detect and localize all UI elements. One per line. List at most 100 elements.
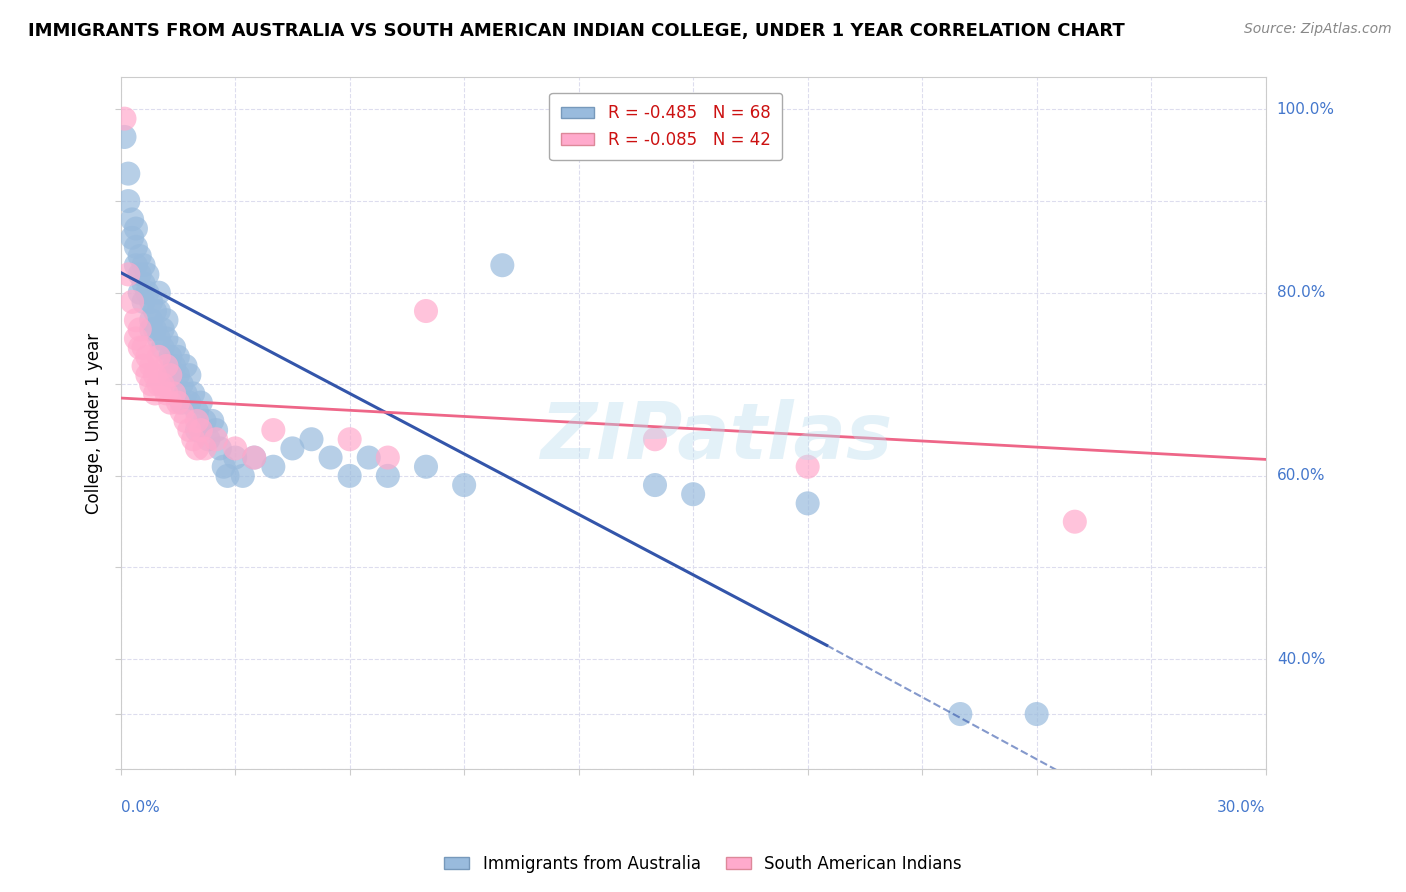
Point — [949, 706, 972, 721]
Point — [181, 432, 204, 446]
Point — [143, 368, 166, 383]
Point — [224, 442, 246, 456]
Point — [141, 377, 163, 392]
Point — [179, 368, 201, 383]
Text: 60.0%: 60.0% — [1277, 468, 1326, 483]
Point — [201, 414, 224, 428]
Point — [190, 423, 212, 437]
Point — [796, 496, 818, 510]
Point — [125, 313, 148, 327]
Point — [136, 285, 159, 300]
Point — [186, 414, 208, 428]
Point — [186, 405, 208, 419]
Point — [159, 395, 181, 409]
Point — [148, 377, 170, 392]
Point — [179, 423, 201, 437]
Point — [170, 377, 193, 392]
Point — [155, 313, 177, 327]
Point — [796, 459, 818, 474]
Point — [682, 487, 704, 501]
Point — [339, 469, 361, 483]
Point — [128, 268, 150, 282]
Point — [208, 442, 231, 456]
Point — [186, 423, 208, 437]
Point — [114, 130, 136, 145]
Point — [415, 459, 437, 474]
Point — [232, 469, 254, 483]
Point — [148, 350, 170, 364]
Point — [125, 221, 148, 235]
Point — [163, 341, 186, 355]
Point — [453, 478, 475, 492]
Text: Source: ZipAtlas.com: Source: ZipAtlas.com — [1244, 22, 1392, 37]
Legend: R = -0.485   N = 68, R = -0.085   N = 42: R = -0.485 N = 68, R = -0.085 N = 42 — [550, 93, 782, 161]
Y-axis label: College, Under 1 year: College, Under 1 year — [86, 333, 103, 514]
Point — [491, 258, 513, 272]
Point — [125, 331, 148, 345]
Point — [181, 386, 204, 401]
Point — [152, 322, 174, 336]
Point — [121, 231, 143, 245]
Point — [143, 322, 166, 336]
Point — [179, 395, 201, 409]
Point — [132, 359, 155, 373]
Point — [121, 212, 143, 227]
Point — [132, 294, 155, 309]
Point — [357, 450, 380, 465]
Text: 80.0%: 80.0% — [1277, 285, 1324, 301]
Point — [132, 258, 155, 272]
Point — [117, 268, 139, 282]
Text: 0.0%: 0.0% — [121, 799, 159, 814]
Point — [262, 423, 284, 437]
Point — [121, 294, 143, 309]
Point — [377, 469, 399, 483]
Point — [141, 294, 163, 309]
Point — [114, 112, 136, 126]
Point — [155, 331, 177, 345]
Point — [644, 478, 666, 492]
Point — [152, 341, 174, 355]
Point — [132, 341, 155, 355]
Point — [148, 331, 170, 345]
Point — [155, 359, 177, 373]
Point — [170, 395, 193, 409]
Point — [167, 368, 190, 383]
Point — [644, 432, 666, 446]
Point — [174, 359, 197, 373]
Point — [167, 395, 190, 409]
Point — [224, 450, 246, 465]
Point — [117, 167, 139, 181]
Point — [136, 368, 159, 383]
Point — [155, 386, 177, 401]
Point — [281, 442, 304, 456]
Text: 40.0%: 40.0% — [1277, 651, 1324, 666]
Point — [128, 341, 150, 355]
Point — [141, 359, 163, 373]
Point — [163, 386, 186, 401]
Legend: Immigrants from Australia, South American Indians: Immigrants from Australia, South America… — [437, 848, 969, 880]
Point — [159, 350, 181, 364]
Point — [415, 304, 437, 318]
Point — [125, 258, 148, 272]
Text: 30.0%: 30.0% — [1218, 799, 1265, 814]
Point — [143, 386, 166, 401]
Text: IMMIGRANTS FROM AUSTRALIA VS SOUTH AMERICAN INDIAN COLLEGE, UNDER 1 YEAR CORRELA: IMMIGRANTS FROM AUSTRALIA VS SOUTH AMERI… — [28, 22, 1125, 40]
Point — [319, 450, 342, 465]
Point — [1025, 706, 1047, 721]
Point — [117, 194, 139, 208]
Point — [128, 285, 150, 300]
Point — [128, 249, 150, 263]
Point — [197, 432, 219, 446]
Point — [128, 322, 150, 336]
Point — [136, 268, 159, 282]
Point — [159, 368, 181, 383]
Point — [301, 432, 323, 446]
Point — [190, 395, 212, 409]
Point — [148, 285, 170, 300]
Point — [194, 414, 217, 428]
Point — [205, 432, 228, 446]
Point — [167, 350, 190, 364]
Point — [141, 322, 163, 336]
Point — [152, 377, 174, 392]
Point — [262, 459, 284, 474]
